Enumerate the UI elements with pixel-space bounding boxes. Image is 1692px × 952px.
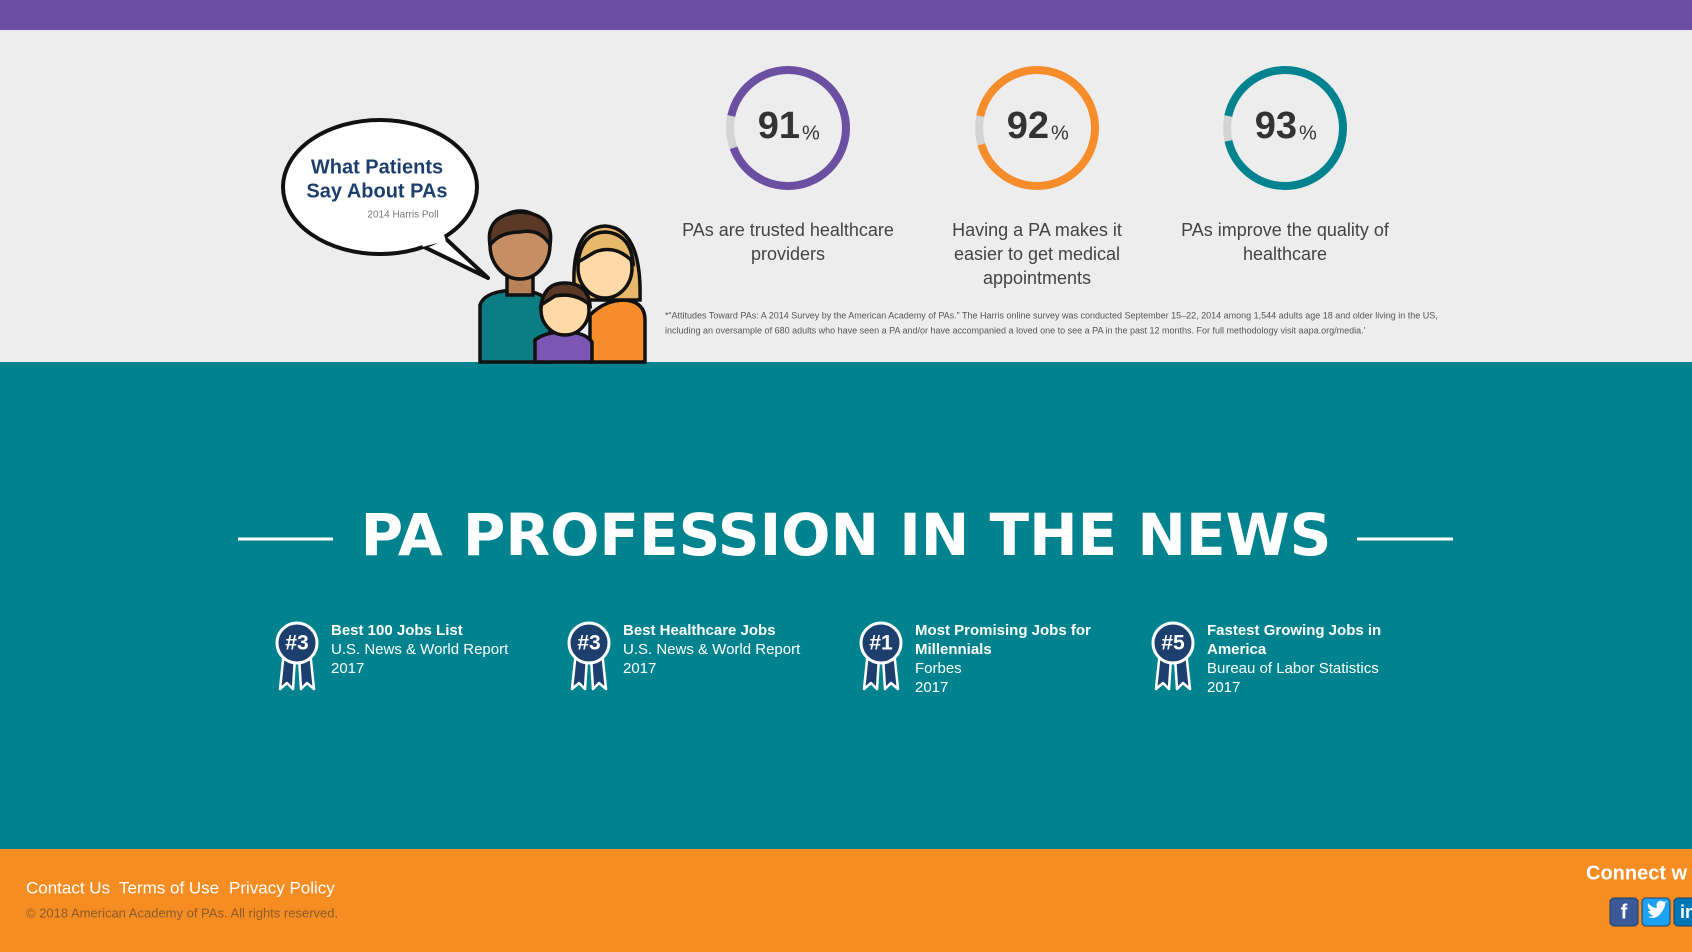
facebook-icon[interactable] — [1609, 897, 1639, 927]
award-title: Most Promising Jobs for — [915, 622, 1091, 639]
award-detail: 2017 — [623, 660, 656, 677]
stat-description: providers — [751, 244, 825, 264]
award-detail: Forbes — [915, 660, 962, 677]
award-title: Best Healthcare Jobs — [623, 622, 776, 639]
award-detail: 2017 — [1207, 679, 1240, 696]
stat-unit: % — [1299, 122, 1317, 144]
bubble-title: Say About PAs — [306, 180, 447, 202]
footnote: including an oversample of 680 adults wh… — [665, 325, 1366, 335]
news-section — [0, 362, 1692, 849]
award-detail: 2017 — [915, 679, 948, 696]
family-illustration — [478, 209, 647, 364]
stat-description: appointments — [983, 268, 1091, 288]
award-rank: #1 — [869, 632, 893, 655]
award: #1 Most Promising Jobs for Millennials Forb… — [859, 621, 1091, 696]
stat-description: PAs are trusted healthcare — [682, 220, 894, 240]
award: #3 Best 100 Jobs List U.S. News & World Re… — [275, 621, 509, 691]
award: #5 Fastest Growing Jobs in America Bureau o… — [1151, 621, 1381, 696]
twitter-glyph — [1647, 900, 1668, 918]
footer-link[interactable]: Contact Us — [26, 878, 110, 897]
award-title: Millennials — [915, 641, 992, 658]
connect-heading: Connect w — [1586, 862, 1688, 884]
award-rank: #3 — [285, 632, 308, 655]
social-icons: f in — [1609, 897, 1692, 927]
stat-value: 93 — [1255, 105, 1297, 147]
ribbon-medal — [859, 621, 903, 665]
award-title: Fastest Growing Jobs in — [1207, 622, 1381, 639]
stat-unit: % — [1051, 122, 1069, 144]
ribbon-medal — [275, 621, 319, 665]
award-detail: Bureau of Labor Statistics — [1207, 660, 1379, 677]
linkedin-glyph: in — [1680, 902, 1692, 922]
stat-unit: % — [802, 122, 820, 144]
ribbon-medal — [1151, 621, 1195, 665]
ribbon-medal — [567, 621, 611, 665]
stat-description: Having a PA makes it — [952, 220, 1122, 240]
stat-description: healthcare — [1243, 244, 1327, 264]
facebook-glyph: f — [1621, 901, 1628, 923]
footer — [0, 849, 1692, 952]
award-detail: U.S. News & World Report — [331, 641, 509, 658]
ring-progress — [1223, 65, 1347, 190]
news-title: PA PROFESSION IN THE NEWS — [361, 501, 1332, 569]
ring-progress — [975, 66, 1099, 190]
award-title: America — [1207, 641, 1267, 658]
stat-description: easier to get medical — [954, 244, 1120, 264]
award-detail: U.S. News & World Report — [623, 641, 801, 658]
footnote: *“Attitudes Toward PAs: A 2014 Survey by… — [665, 310, 1438, 320]
stat-value: 92 — [1007, 105, 1049, 147]
speech-bubble: What Patients Say About PAs 2014 Harris … — [281, 118, 490, 280]
top-bar — [0, 0, 1692, 30]
copyright: © 2018 American Academy of PAs. All righ… — [26, 905, 338, 920]
award: #3 Best Healthcare Jobs U.S. News & World … — [567, 621, 801, 691]
ring-progress — [726, 66, 850, 190]
bubble-title: What Patients — [311, 156, 443, 178]
award-rank: #5 — [1161, 632, 1185, 655]
footer-link[interactable]: Privacy Policy — [229, 878, 335, 897]
bubble-source: 2014 Harris Poll — [367, 210, 438, 221]
linkedin-icon[interactable] — [1673, 897, 1692, 927]
award-detail: 2017 — [331, 660, 364, 677]
award-title: Best 100 Jobs List — [331, 622, 463, 639]
footer-link[interactable]: Terms of Use — [119, 878, 219, 897]
stat-description: PAs improve the quality of — [1181, 220, 1390, 240]
award-rank: #3 — [577, 632, 600, 655]
stat-value: 91 — [758, 105, 800, 147]
